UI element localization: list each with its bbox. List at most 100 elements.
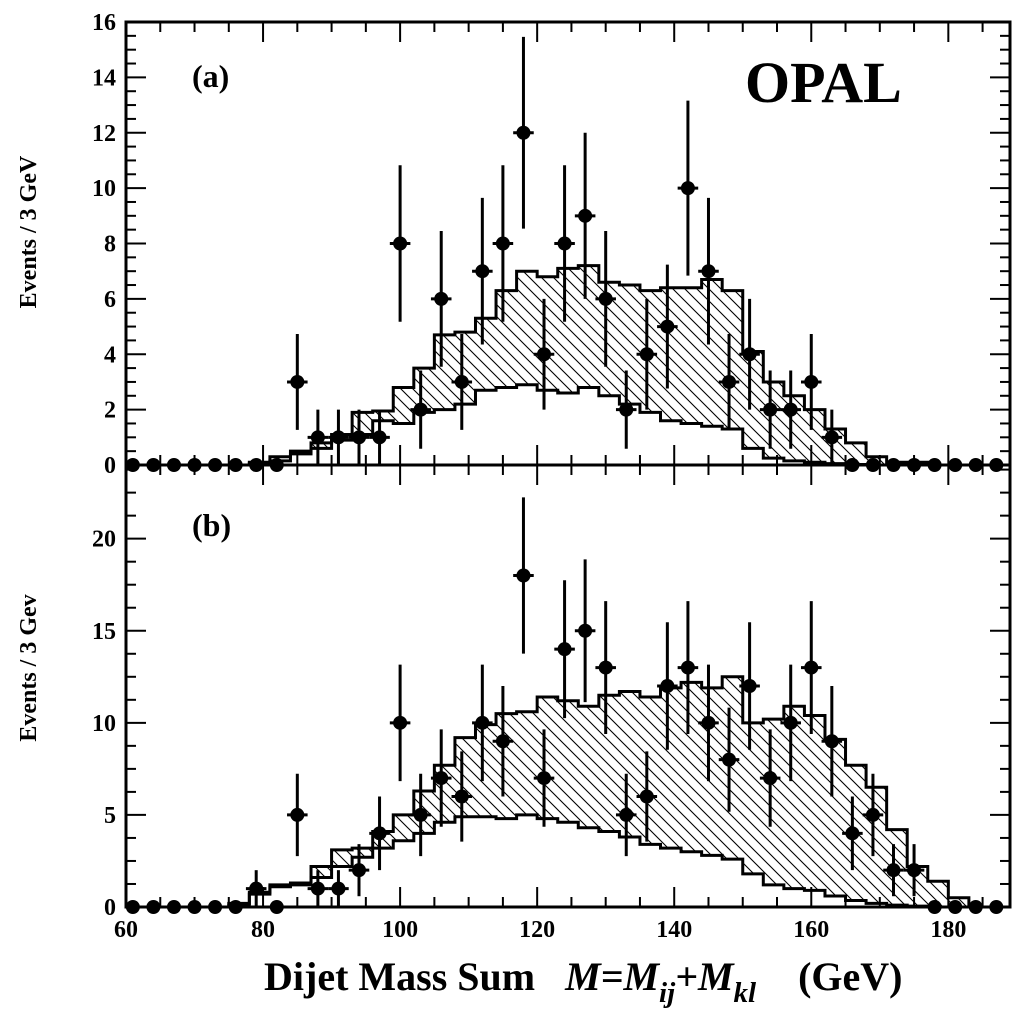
panel-a-data-point	[722, 374, 737, 389]
panel-b-data-point	[783, 715, 798, 730]
panel-b-data-point	[660, 679, 675, 693]
panel-a-data-point	[434, 291, 449, 306]
panel-a-data-point	[660, 319, 675, 334]
x-axis-formula-ij: ij	[659, 977, 676, 1009]
panel-a-y-tick-label: 16	[92, 10, 116, 36]
panel-b-data-point	[434, 771, 449, 786]
panel-a-data-point	[783, 402, 798, 417]
panel-b-data-point	[598, 660, 613, 675]
panel-b-data-point	[495, 734, 510, 749]
x-axis-unit: (GeV)	[798, 954, 902, 999]
x-axis-formula-mk: +M	[675, 954, 735, 999]
panel-b-data-point	[804, 660, 819, 675]
x-axis-label-text: Dijet Mass Sum	[264, 954, 535, 999]
panel-a-data-point	[598, 291, 613, 306]
panel-b-data-point	[413, 807, 428, 822]
panel-a-data-point	[351, 430, 366, 445]
x-tick-label: 100	[382, 917, 418, 943]
panel-b-data-point	[249, 881, 264, 896]
panel-a-y-tick-label: 14	[92, 65, 116, 91]
panel-b-data-point	[824, 734, 839, 749]
panel-b-y-tick-label: 5	[104, 803, 116, 829]
panel-a-y-tick-label: 10	[92, 176, 116, 202]
panel-b-frame	[124, 463, 1012, 909]
x-axis-formula-mi: =M	[601, 954, 661, 999]
panel-b-label: (b)	[192, 507, 231, 543]
panel-b-y-tick-label: 0	[104, 895, 116, 921]
panel-a-data-point	[619, 402, 634, 417]
panel-b-data-point	[865, 807, 880, 822]
panel-b-data-point	[331, 881, 346, 896]
panel-a-data-point	[372, 430, 387, 445]
x-tick-label: 180	[930, 917, 966, 943]
panel-b-data-point	[619, 807, 634, 822]
panel-a-y-tick-label: 2	[104, 398, 116, 424]
x-axis-formula-m: M	[564, 954, 602, 999]
panel-a-hatched-signal-band	[126, 265, 1010, 465]
panel-a-data-point	[824, 430, 839, 445]
panel-b-data-point	[290, 807, 305, 822]
panel-a-data-point	[475, 264, 490, 279]
panel-b-data-point	[722, 752, 737, 767]
panel-a-background-histogram	[126, 383, 1010, 467]
panel-b-data-point	[907, 863, 922, 878]
panel-b-data-point	[393, 715, 408, 730]
panel-b-data-point	[516, 568, 531, 583]
panel-b-data-point	[351, 863, 366, 878]
panel-b-data-point	[886, 863, 901, 878]
panel-b-data-point	[557, 642, 572, 657]
panel-a-data-point	[680, 181, 695, 196]
panel-a-y-tick-label: 12	[92, 121, 116, 147]
panel-a-y-tick-label: 8	[104, 232, 116, 258]
panel-b-y-tick-label: 20	[92, 527, 116, 553]
panel-a-y-tick-label: 6	[104, 287, 116, 313]
panel-a-data-point	[763, 402, 778, 417]
panel-b-data-point	[845, 826, 860, 841]
panel-a-data-point	[516, 125, 531, 140]
panel-b-data-point	[639, 789, 654, 804]
panel-a-y-tick-label: 0	[104, 453, 116, 479]
x-tick-label: 160	[793, 917, 829, 943]
panel-a-y-axis-label: Events / 3 GeV	[16, 155, 42, 308]
panel-a-data-point	[454, 374, 469, 389]
panel-b-data-point	[578, 623, 593, 638]
panel-a-data-point	[331, 430, 346, 445]
panel-a-label: (a)	[192, 58, 229, 94]
panel-b-data-point	[310, 881, 325, 896]
panel-b-y-tick-label: 10	[92, 711, 116, 737]
panel-b-data-point	[680, 660, 695, 675]
panel-a-data-point	[290, 374, 305, 389]
panel-b-data-point	[475, 715, 490, 730]
x-tick-label: 120	[519, 917, 555, 943]
panel-a-data-point	[701, 264, 716, 279]
panel-b-data-point	[742, 679, 757, 693]
panel-a-data-point	[557, 236, 572, 251]
panel-b-background-histogram	[126, 813, 1010, 909]
panel-a-data-point	[310, 430, 325, 445]
panel-b: 0 5 10 15 20 60 80 100 120 140 160 180	[92, 463, 1012, 943]
opal-logo-text: OPAL	[745, 50, 902, 115]
panel-b-y-tick-label: 15	[92, 619, 116, 645]
x-tick-label: 80	[251, 917, 275, 943]
panel-a-y-tick-label: 4	[104, 342, 116, 368]
panel-a-data-point	[578, 208, 593, 223]
panel-b-data-point	[454, 789, 469, 804]
panel-a-data-point	[804, 374, 819, 389]
panel-b-data-point	[537, 771, 552, 786]
x-axis-label: Dijet Mass Sum M=Mij+Mkl (GeV)	[264, 954, 902, 1009]
panel-a-data-point	[413, 402, 428, 417]
panel-a-data-point	[742, 347, 757, 362]
panel-a-data-point	[537, 347, 552, 362]
panel-b-data-point	[372, 826, 387, 841]
panel-b-hatched-signal-band	[126, 676, 1010, 907]
panel-a-data-point	[393, 236, 408, 251]
panel-b-data-point	[763, 771, 778, 786]
panel-a-data-point	[639, 347, 654, 362]
x-tick-label: 60	[114, 917, 138, 943]
x-axis-formula-kl: kl	[734, 977, 758, 1009]
panel-b-data-point	[701, 715, 716, 730]
panel-a: 0 2 4 6 8 10 12 14 16	[92, 10, 1012, 479]
panel-a-data-point	[495, 236, 510, 251]
panel-b-y-axis-label: Events / 3 Gev	[16, 594, 42, 741]
